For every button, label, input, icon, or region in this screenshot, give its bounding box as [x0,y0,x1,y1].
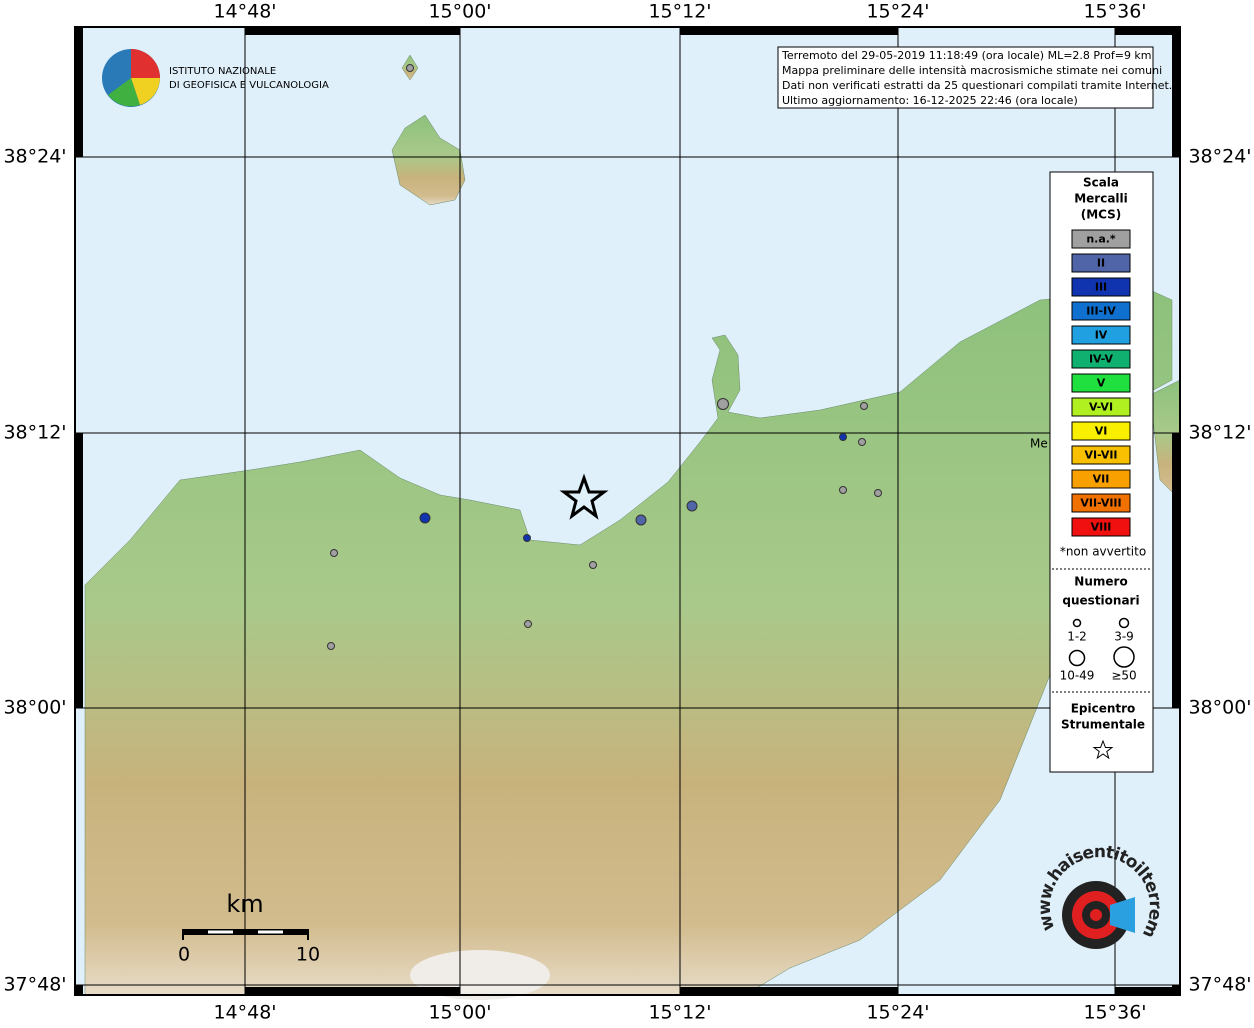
count-label: ≥50 [1111,669,1136,683]
count-label: 1-2 [1067,630,1087,644]
legend-title: Scala [1083,176,1119,190]
scale-end: 10 [296,944,320,966]
legend-note: *non avvertito [1060,545,1146,559]
info-box [777,46,1154,109]
count-label: 3-9 [1114,630,1134,644]
count-label: 10-49 [1060,669,1095,683]
epicenter-title: Strumentale [1061,718,1145,732]
epicenter [559,473,609,520]
bottom-label: 15°12' [648,1002,711,1024]
epicenter-symbol [1092,739,1114,760]
count-symbol [1113,646,1135,668]
left-label: 38°00' [3,697,66,719]
scale-bar: km 0 10 [178,890,320,966]
info-line: Dati non verificati estratti da 25 quest… [782,79,1172,92]
right-label: 38°12' [1188,422,1251,444]
top-label: 15°24' [866,1,929,23]
count-symbol [1068,649,1086,667]
right-label: 37°48' [1188,974,1251,996]
legend-swatch [1071,469,1131,489]
legend-label: II [1097,257,1105,270]
legend-swatch [1071,301,1131,321]
count-symbol [1072,618,1082,628]
legend-label: III-IV [1086,305,1116,318]
legend-label: V-VI [1089,401,1113,414]
legend-label: VI-VII [1084,449,1117,462]
legend-label: VII-VIII [1080,497,1121,510]
left-label: 38°12' [3,422,66,444]
info-line: Ultimo aggiornamento: 16-12-2025 22:46 (… [782,94,1078,107]
epicenter-title: Epicentro [1071,702,1136,716]
top-label: 15°36' [1083,1,1146,23]
legend-swatch [1071,421,1131,441]
legend-swatch [1071,517,1131,537]
info-line: Terremoto del 29-05-2019 11:18:49 (ora l… [781,49,1152,62]
count-title: Numero [1074,575,1127,589]
frame [74,26,1181,996]
legend-swatch [1071,253,1131,273]
legend-swatch [1071,229,1131,249]
points [327,64,882,650]
logo-text: ISTITUTO NAZIONALE [169,66,276,77]
logo-text: DI GEOFISICA E VULCANOLOGIA [169,80,329,91]
legend-label: IV [1095,329,1108,342]
left-label: 38°24' [3,146,66,168]
top-label: 15°12' [648,1,711,23]
bottom-label: 14°48' [213,1002,276,1024]
legend-swatch [1071,493,1131,513]
legend-label: III [1095,281,1107,294]
ingv-logo: ISTITUTO NAZIONALE DI GEOFISICA E VULCAN… [102,49,329,107]
legend-swatch [1071,325,1131,345]
bottom-label: 15°24' [866,1002,929,1024]
count-title: questionari [1062,594,1139,608]
legend-swatch [1071,397,1131,417]
place-label: Me [1030,437,1048,451]
scale-start: 0 [178,944,190,966]
bottom-label: 15°36' [1083,1002,1146,1024]
legend-label: V [1097,377,1106,390]
legend-swatch [1071,349,1131,369]
right-label: 38°00' [1188,697,1251,719]
legend-label: VI [1095,425,1108,438]
bottom-label: 15°00' [428,1002,491,1024]
legend-title: Mercalli [1074,192,1128,206]
scale-unit: km [226,890,263,918]
legend-title: (MCS) [1081,208,1122,222]
legend-label: VIII [1091,521,1112,534]
info-line: Mappa preliminare delle intensità macros… [782,64,1162,77]
count-symbol [1118,617,1130,629]
top-label: 15°00' [428,1,491,23]
legend-swatch [1071,445,1131,465]
left-label: 37°48' [3,974,66,996]
top-label: 14°48' [213,1,276,23]
right-label: 38°24' [1188,146,1251,168]
legend-label: n.a.* [1086,233,1116,246]
legend-swatch [1071,373,1131,393]
legend-swatch [1071,277,1131,297]
legend-label: VII [1093,473,1110,486]
legend-label: IV-V [1089,353,1114,366]
